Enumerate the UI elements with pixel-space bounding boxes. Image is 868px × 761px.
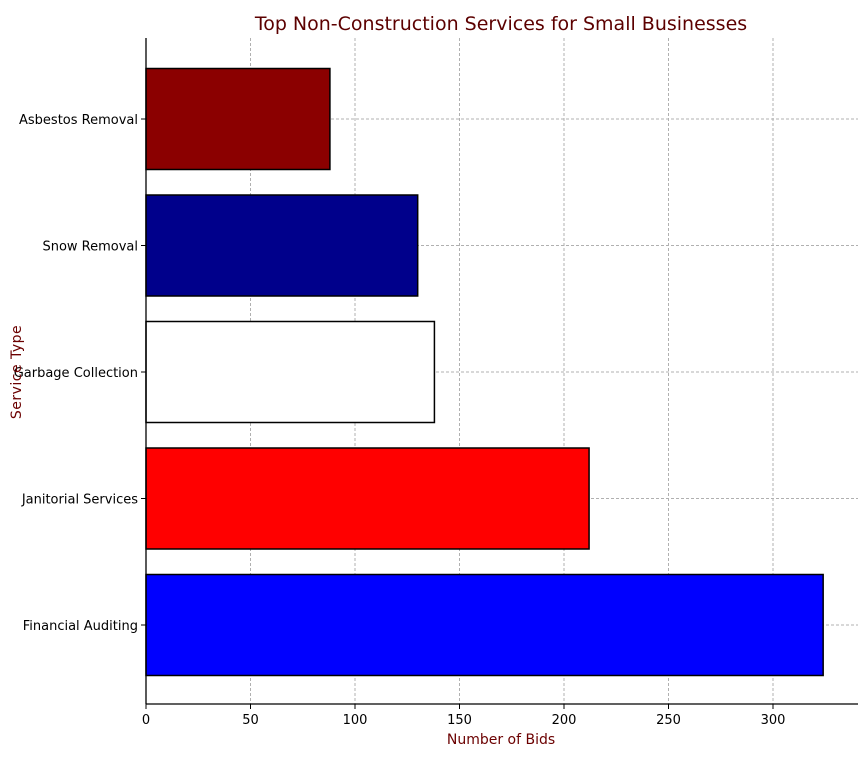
- y-tick-label: Garbage Collection: [14, 366, 138, 381]
- bar: [145, 320, 436, 424]
- y-axis-label: Service Type: [9, 325, 25, 419]
- x-tick-label: 200: [552, 713, 577, 728]
- y-tick-label: Asbestos Removal: [19, 113, 138, 128]
- chart-title: Top Non-Construction Services for Small …: [254, 13, 747, 35]
- x-tick-label: 150: [447, 713, 472, 728]
- x-tick-label: 0: [142, 713, 150, 728]
- bar: [145, 573, 824, 677]
- y-tick-label: Janitorial Services: [21, 493, 138, 508]
- y-tick-label: Snow Removal: [42, 240, 138, 255]
- bar: [145, 67, 331, 171]
- bars-layer: [145, 67, 824, 677]
- x-tick-label: 50: [242, 713, 259, 728]
- bar: [145, 194, 419, 297]
- x-tick-label: 250: [656, 713, 681, 728]
- y-tick-label: Financial Auditing: [23, 619, 138, 634]
- x-axis-label: Number of Bids: [447, 732, 555, 748]
- axes-layer: 0 50 100 150 200 250 300 Asbestos Removal Snow R…: [14, 38, 858, 728]
- x-tick-label: 100: [343, 713, 368, 728]
- bar: [145, 447, 590, 550]
- x-tick-label: 300: [761, 713, 786, 728]
